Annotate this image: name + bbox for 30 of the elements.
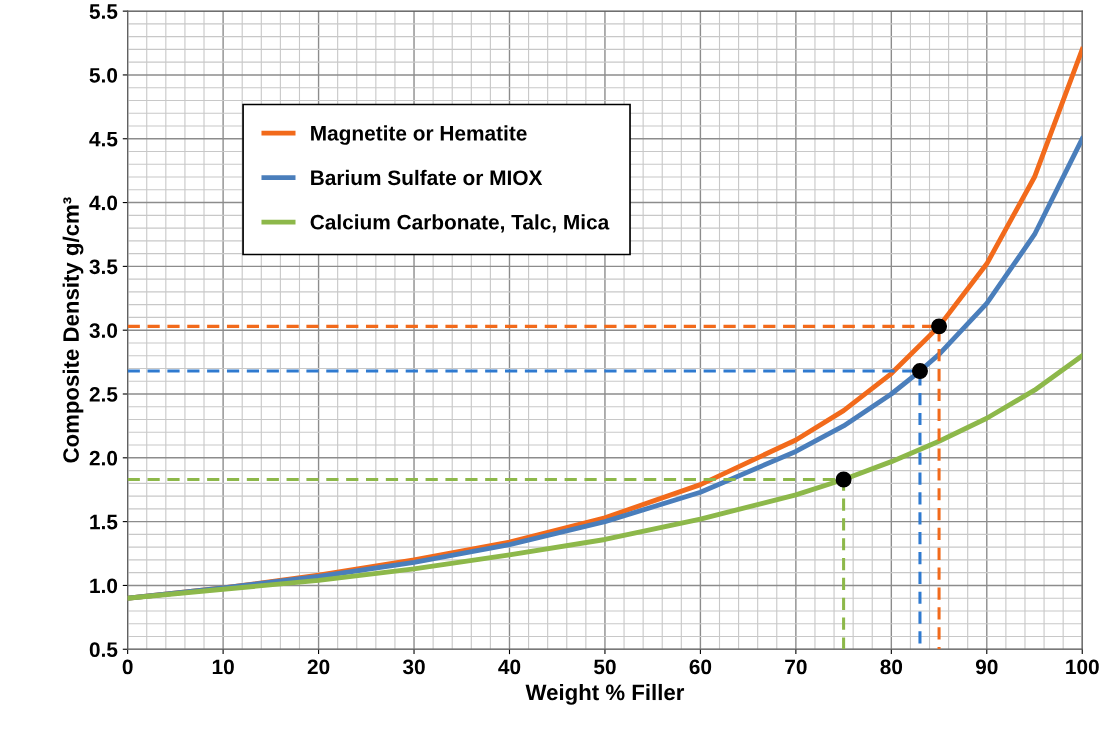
point xyxy=(835,471,852,488)
y-tick-label: 2.0 xyxy=(89,450,118,466)
y-tick-label: 1.0 xyxy=(90,578,118,594)
x-tick-label: 100 xyxy=(1066,659,1099,675)
point xyxy=(931,318,948,335)
y-tick-label: 4.0 xyxy=(89,195,118,211)
x-tick-label: 20 xyxy=(307,659,330,675)
x-tick-label: 40 xyxy=(498,659,521,675)
x-tick-label: 0 xyxy=(122,659,133,675)
x-tick-label: 10 xyxy=(212,659,234,675)
x-tick-label: 90 xyxy=(975,659,998,675)
x-tick-label: 80 xyxy=(880,659,903,675)
y-tick-label: 1.5 xyxy=(90,514,118,530)
y-tick-label: 4.5 xyxy=(89,131,118,147)
legend-label: Barium Sulfate or MIOX xyxy=(311,169,543,186)
x-tick-label: 70 xyxy=(785,659,807,675)
y-tick-label: 3.0 xyxy=(89,323,118,338)
y-axis-title: Composite Density g/cm³ xyxy=(62,197,84,463)
x-tick-label: 60 xyxy=(689,659,712,675)
y-tick-label: 3.5 xyxy=(89,259,118,275)
legend-label: Magnetite or Hematite xyxy=(311,125,527,145)
y-tick-label: 2.5 xyxy=(89,387,118,402)
y-tick-label: 0.5 xyxy=(89,642,118,657)
legend-label: Calcium Carbonate, Talc, Mica xyxy=(310,214,610,233)
x-tick-label: 30 xyxy=(402,659,425,675)
x-tick-label: 50 xyxy=(594,659,616,675)
x-axis-title: Weight % Filler xyxy=(525,683,685,705)
y-tick-label: 5.5 xyxy=(89,4,118,19)
point xyxy=(911,363,928,380)
y-tick-label: 5.0 xyxy=(89,67,118,83)
